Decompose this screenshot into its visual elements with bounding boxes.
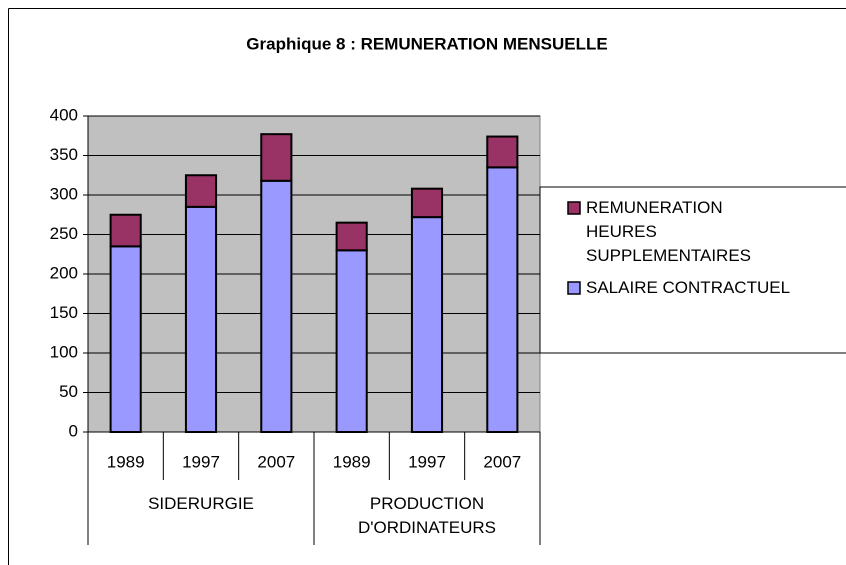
y-tick-label: 50 [59,382,78,401]
x-tick-label: 1997 [408,452,446,471]
bar-segment [486,166,519,433]
legend-box [539,186,846,354]
x-tick-label: 2007 [257,452,295,471]
bar-segment [260,179,293,433]
bar-segment [184,174,218,208]
bar-segment [184,205,218,433]
bar-segment [335,221,368,252]
y-tick-label: 150 [50,303,78,322]
y-tick-label: 0 [69,421,78,440]
x-tick-label: 1989 [333,452,371,471]
y-tick-label: 350 [50,145,78,164]
bar-segment [109,245,142,433]
legend-label: REMUNERATION HEURES SUPPLEMENTAIRES [586,198,752,265]
x-tick-label: 2007 [483,452,521,471]
legend-swatch [567,201,581,215]
x-tick-label: 1997 [182,452,220,471]
bar-segment [410,216,444,433]
legend-label: SALAIRE CONTRACTUEL [586,278,791,297]
x-tick-label: 1989 [107,452,145,471]
bar-segment [335,249,368,433]
chart-title: Graphique 8 : REMUNERATION MENSUELLE [246,34,607,53]
bar-segment [486,135,519,169]
y-tick-label: 300 [50,184,78,203]
bar-segment [410,187,444,219]
bar-segment [260,133,293,182]
y-tick-label: 400 [50,105,78,124]
group-label: SIDERURGIE [148,494,254,513]
y-tick-label: 100 [50,342,78,361]
y-tick-label: 200 [50,263,78,282]
legend-swatch [567,281,581,295]
bar-segment [109,213,142,248]
y-tick-label: 250 [50,224,78,243]
group-label: PRODUCTION D'ORDINATEURS [358,494,496,537]
